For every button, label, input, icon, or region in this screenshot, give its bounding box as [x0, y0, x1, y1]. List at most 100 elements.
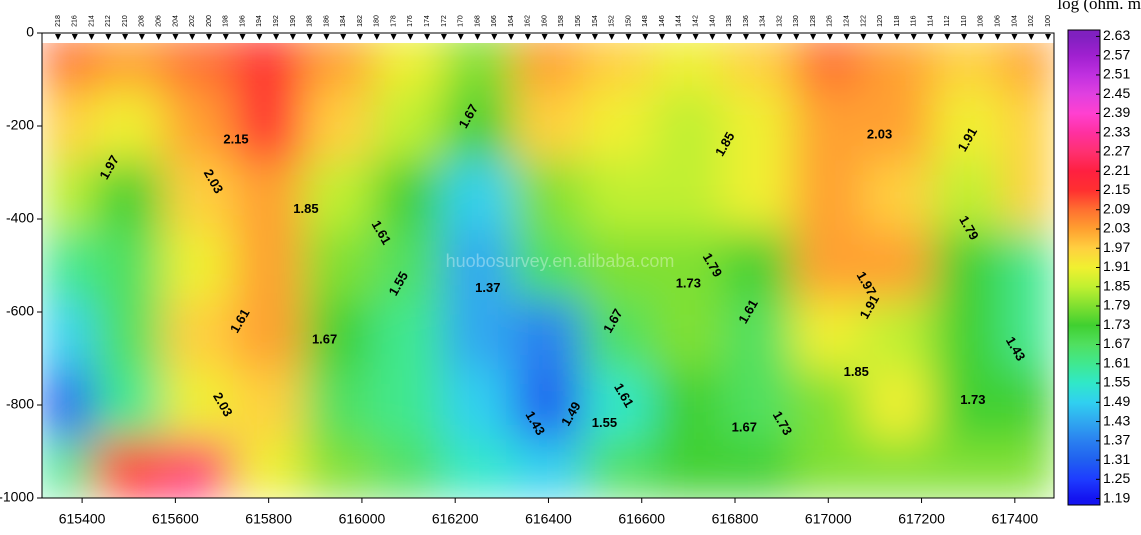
station-marker: [1028, 34, 1035, 40]
field-cell: [163, 43, 235, 92]
contour-label: 2.03: [867, 127, 892, 142]
station-marker: [1045, 34, 1051, 40]
field-cell: [722, 160, 794, 232]
x-tick-label: 617000: [805, 511, 852, 527]
field-cell: [163, 369, 235, 441]
field-cell: [233, 90, 305, 162]
field-cell: [93, 43, 165, 92]
field-cell: [932, 439, 1004, 498]
colorbar: 1.19 1.25 1.31 1.37 1.43 1.49 1.55 1.61 1.67 1.73…: [1067, 27, 1130, 506]
station-marker: [407, 34, 414, 40]
field-cell: [303, 439, 375, 498]
field-cell: [792, 90, 864, 162]
field-cell: [303, 299, 375, 371]
colorbar-bar: [1067, 29, 1101, 506]
station-label: 138: [726, 15, 733, 27]
station-marker: [776, 34, 783, 40]
field-cell: [722, 439, 794, 498]
field-cell: [373, 90, 445, 162]
station-marker: [172, 34, 179, 40]
station-label: 162: [525, 15, 532, 27]
x-tick-label: 616200: [432, 511, 479, 527]
field-cell: [722, 369, 794, 441]
station-marker: [810, 34, 817, 40]
field-cell: [652, 439, 724, 498]
field-cell: [722, 90, 794, 162]
station-label: 206: [156, 15, 163, 27]
field-cell: [443, 160, 514, 232]
colorbar-tick-label: 1.97: [1103, 239, 1130, 255]
station-label: 170: [458, 15, 465, 27]
field-cell: [932, 90, 1004, 162]
station-marker: [625, 34, 632, 40]
field-cell: [582, 369, 654, 441]
y-tick-label: -1000: [0, 489, 34, 505]
colorbar-tick-label: 1.61: [1103, 354, 1130, 370]
station-label: 120: [877, 15, 884, 27]
field-cell: [582, 43, 654, 92]
station-marker: [994, 34, 1001, 40]
field-cell: [233, 439, 305, 498]
y-tick-label: -800: [6, 396, 34, 412]
field-cell: [862, 369, 934, 441]
field-cell: [862, 299, 934, 371]
field-cell: [42, 230, 95, 301]
station-marker: [591, 34, 598, 40]
station-marker: [474, 34, 481, 40]
field-cell: [792, 299, 864, 371]
field-cell: [42, 160, 95, 232]
field-cell: [512, 299, 584, 371]
colorbar-tick-label: 1.37: [1103, 432, 1130, 448]
station-marker: [508, 34, 515, 40]
field-cell: [303, 230, 375, 301]
station-marker: [55, 34, 61, 40]
field-cell: [582, 299, 654, 371]
station-label: 180: [374, 15, 381, 27]
field-cell: [1002, 43, 1054, 92]
colorbar-tick-label: 1.49: [1103, 393, 1130, 409]
station-marker: [608, 34, 615, 40]
field-cell: [303, 90, 375, 162]
station-label: 212: [105, 15, 112, 27]
field-cell: [1002, 160, 1054, 232]
station-marker: [860, 34, 867, 40]
station-marker: [189, 34, 196, 40]
field-cell: [373, 230, 445, 301]
colorbar-tick-label: 1.91: [1103, 258, 1130, 274]
colorbar-tick-label: 1.67: [1103, 335, 1130, 351]
station-label: 152: [609, 15, 616, 27]
station-label: 146: [659, 15, 666, 27]
station-marker: [910, 34, 917, 40]
station-marker: [340, 34, 347, 40]
station-marker: [843, 34, 850, 40]
station-marker: [524, 34, 531, 40]
field-cell: [443, 43, 514, 92]
field-cell: [42, 439, 95, 498]
station-marker: [692, 34, 699, 40]
colorbar-tick-label: 2.33: [1103, 123, 1130, 139]
colorbar-tick-label: 2.27: [1103, 143, 1130, 159]
field-cell: [652, 299, 724, 371]
field-cell: [233, 43, 305, 92]
field-cell: [373, 439, 445, 498]
station-marker: [961, 34, 968, 40]
field-cell: [163, 90, 235, 162]
station-label: 118: [894, 15, 901, 26]
station-label: 204: [172, 15, 179, 27]
station-marker: [893, 34, 900, 40]
field-cell: [512, 369, 584, 441]
y-tick-label: -200: [6, 117, 34, 133]
station-label: 150: [625, 15, 632, 27]
field-cell: [443, 230, 514, 301]
station-label: 128: [810, 15, 817, 27]
station-marker: [256, 34, 263, 40]
field-cell: [303, 160, 375, 232]
station-marker: [541, 34, 548, 40]
station-label: 100: [1045, 15, 1052, 27]
station-marker: [558, 34, 565, 40]
field-cell: [443, 369, 514, 441]
field-cell: [163, 230, 235, 301]
contour-label: 1.37: [475, 280, 500, 295]
station-label: 158: [558, 15, 565, 27]
field-cell: [93, 369, 165, 441]
